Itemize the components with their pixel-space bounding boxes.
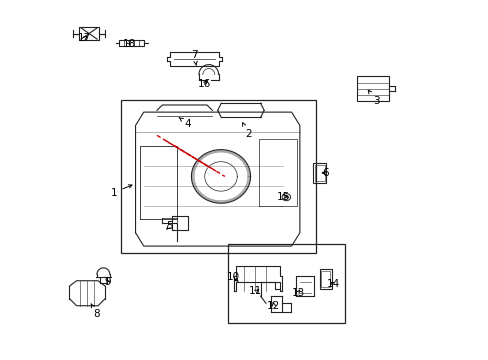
Bar (228, 244, 344, 323)
Text: 7: 7 (191, 50, 198, 66)
Text: 10: 10 (226, 272, 239, 282)
Bar (321, 271, 329, 287)
Text: 8: 8 (91, 303, 100, 319)
Bar (312, 163, 325, 183)
Bar (121, 100, 315, 253)
Text: 18: 18 (122, 39, 136, 49)
Bar (119, 40, 144, 46)
Bar (314, 165, 324, 181)
Bar (356, 76, 388, 102)
Text: 5: 5 (166, 221, 172, 231)
Text: 2: 2 (242, 123, 251, 139)
Text: 17: 17 (78, 33, 91, 43)
Bar (319, 269, 331, 289)
Text: 4: 4 (179, 117, 190, 129)
Text: 14: 14 (326, 279, 340, 289)
Text: 6: 6 (322, 168, 328, 178)
Text: 3: 3 (367, 90, 379, 107)
Text: 1: 1 (111, 185, 132, 198)
Text: 16: 16 (198, 78, 211, 89)
Text: 12: 12 (266, 301, 280, 311)
Text: 11: 11 (249, 287, 262, 296)
Text: 15: 15 (277, 192, 290, 202)
Text: 13: 13 (291, 288, 304, 297)
Text: 9: 9 (104, 277, 111, 287)
